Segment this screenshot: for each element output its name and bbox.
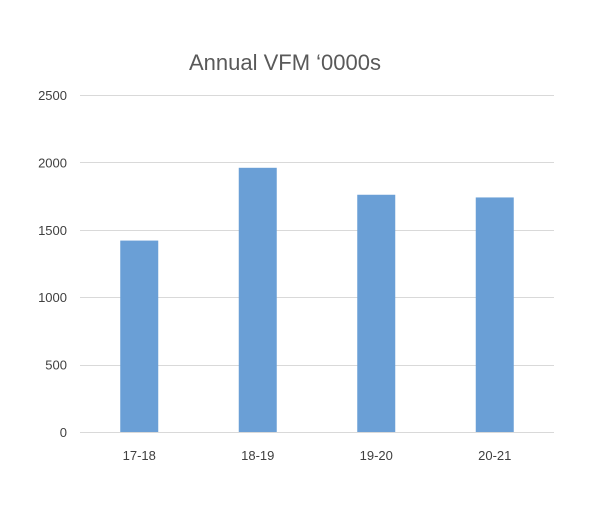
- y-tick-label: 500: [45, 358, 67, 373]
- x-tick-label: 17-18: [123, 448, 156, 463]
- bar-18-19: [238, 167, 277, 433]
- x-tick-label: 18-19: [241, 448, 274, 463]
- x-axis-tick-labels: 17-18 18-19 19-20 20-21: [123, 448, 512, 463]
- x-tick-label: 20-21: [478, 448, 511, 463]
- y-axis-tick-labels: 0 500 1000 1500 2000 2500: [38, 88, 67, 440]
- y-tick-label: 2000: [38, 155, 67, 170]
- bar-19-20: [357, 194, 396, 432]
- y-tick-label: 1500: [38, 223, 67, 238]
- y-tick-label: 1000: [38, 290, 67, 305]
- chart-title: Annual VFM ‘0000s: [189, 50, 381, 75]
- y-tick-label: 0: [60, 425, 67, 440]
- gridlines: [80, 95, 554, 433]
- bar-20-21: [475, 197, 514, 432]
- y-tick-label: 2500: [38, 88, 67, 103]
- bar-17-18: [120, 240, 159, 432]
- bars: [120, 167, 514, 433]
- x-tick-label: 19-20: [360, 448, 393, 463]
